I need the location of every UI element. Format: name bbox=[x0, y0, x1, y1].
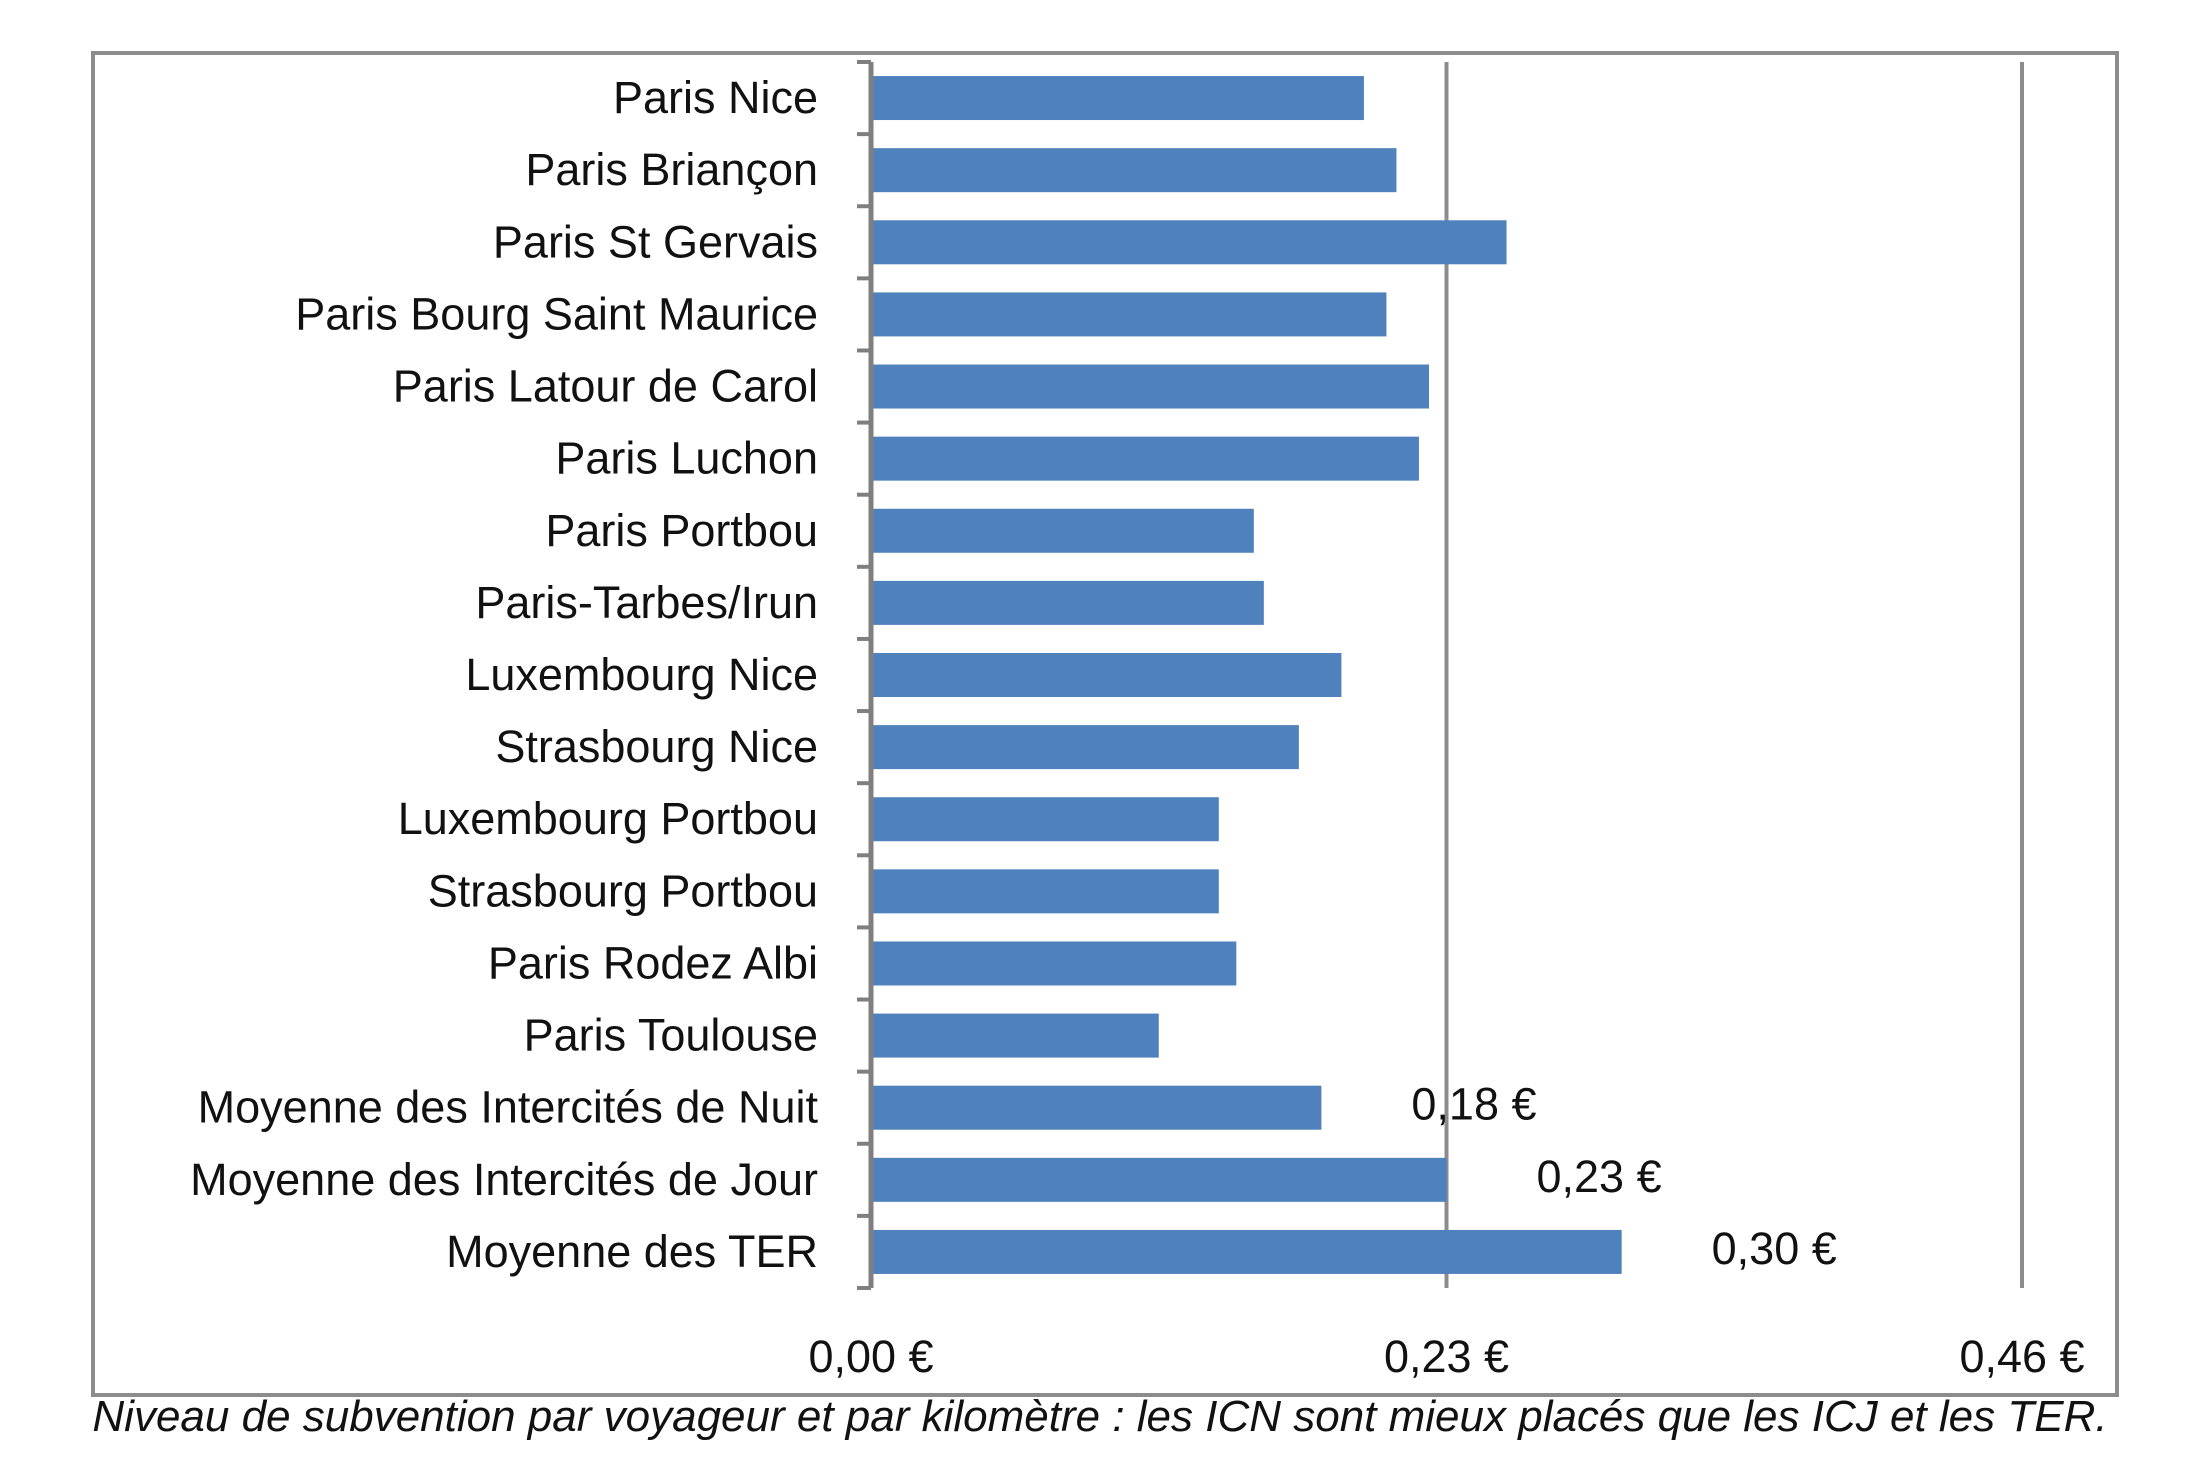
category-label: Paris Rodez Albi bbox=[488, 937, 818, 988]
bar bbox=[871, 76, 1364, 121]
category-label: Strasbourg Nice bbox=[495, 721, 818, 772]
bar bbox=[871, 797, 1219, 842]
x-tick-label: 0,23 € bbox=[1384, 1331, 1509, 1382]
category-labels: Paris Nice Paris Briançon Paris St Gervais… bbox=[190, 72, 818, 1277]
bar bbox=[871, 725, 1299, 770]
category-label: Paris St Gervais bbox=[493, 216, 818, 267]
data-label: 0,18 € bbox=[1411, 1079, 1536, 1130]
bars bbox=[871, 76, 1622, 1274]
bar bbox=[871, 941, 1237, 986]
category-label: Moyenne des TER bbox=[446, 1226, 818, 1277]
bar bbox=[871, 220, 1507, 265]
gridlines bbox=[1444, 62, 2024, 1288]
bar bbox=[871, 1013, 1159, 1058]
category-label: Moyenne des Intercités de Nuit bbox=[198, 1082, 819, 1133]
category-label: Strasbourg Portbou bbox=[428, 865, 818, 916]
bar bbox=[871, 148, 1397, 193]
category-label: Paris Portbou bbox=[545, 505, 818, 556]
bar bbox=[871, 869, 1219, 914]
bar bbox=[871, 1157, 1447, 1202]
category-label: Paris Briançon bbox=[525, 144, 818, 195]
x-tick-labels: 0,00 € 0,23 € 0,46 € bbox=[808, 1331, 2084, 1382]
category-label: Paris-Tarbes/Irun bbox=[475, 577, 818, 628]
category-axis bbox=[857, 60, 874, 1290]
category-label: Luxembourg Nice bbox=[465, 649, 818, 700]
bar bbox=[871, 1229, 1622, 1274]
category-label: Paris Latour de Carol bbox=[393, 361, 818, 412]
x-tick-label: 0,00 € bbox=[808, 1331, 933, 1382]
data-label: 0,23 € bbox=[1537, 1151, 1662, 1202]
category-label: Paris Luchon bbox=[555, 433, 818, 484]
bar bbox=[871, 580, 1264, 625]
bar bbox=[871, 292, 1387, 337]
category-label: Moyenne des Intercités de Jour bbox=[190, 1154, 818, 1205]
data-label: 0,30 € bbox=[1712, 1223, 1837, 1274]
figure-caption: Niveau de subvention par voyageur et par… bbox=[92, 1392, 2108, 1441]
category-label: Luxembourg Portbou bbox=[398, 793, 818, 844]
x-tick-label: 0,46 € bbox=[1959, 1331, 2084, 1382]
bar bbox=[871, 436, 1419, 481]
bar bbox=[871, 1085, 1322, 1130]
bar bbox=[871, 364, 1429, 409]
bar bbox=[871, 508, 1254, 553]
bar bbox=[871, 653, 1342, 697]
data-labels: 0,18 €0,23 € 0,30 € bbox=[1411, 1079, 1836, 1274]
category-label: Paris Toulouse bbox=[524, 1010, 818, 1061]
category-label: Paris Bourg Saint Maurice bbox=[295, 288, 818, 339]
category-label: Paris Nice bbox=[613, 72, 818, 123]
